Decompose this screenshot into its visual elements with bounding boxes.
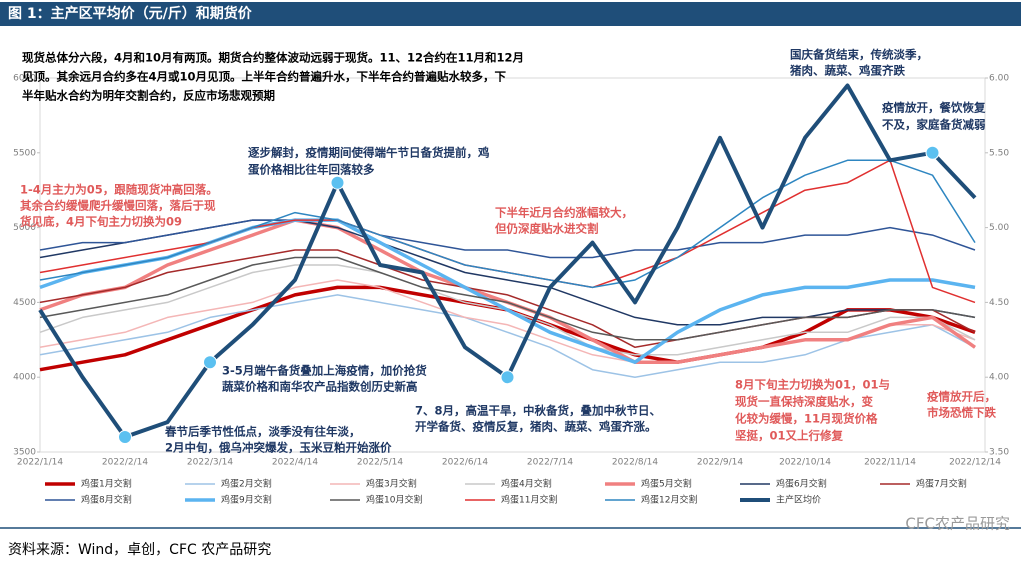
plot-frame bbox=[39, 77, 986, 453]
annotation: 见顶。其余远月合约多在4月或10月见顶。上半年合约普遍升水，下半年合约普遍贴水较… bbox=[22, 70, 507, 84]
annotation: 现货总体分六段，4月和10月有两顶。期货合约整体波动远弱于现货。11、12合约在… bbox=[22, 51, 524, 65]
highlight-dot bbox=[118, 430, 132, 445]
y-tick-label: 4500 bbox=[13, 298, 36, 308]
x-tick-label: 2022/9/14 bbox=[697, 458, 743, 468]
highlight-dot bbox=[330, 175, 345, 190]
legend-label: 鸡蛋7月交割 bbox=[916, 478, 967, 490]
annotation: 半年贴水合约为明年交割合约，反应市场悲观预期 bbox=[22, 89, 275, 103]
annotation: 货见底，4月下旬主力切换为09 bbox=[19, 215, 182, 229]
x-tick-label: 2022/10/14 bbox=[779, 458, 831, 468]
y-tick-label: 5500 bbox=[13, 148, 36, 158]
annotation: 3-5月端午备货叠加上海疫情，加价抢货 bbox=[222, 364, 427, 378]
y2-tick-label: 4.50 bbox=[989, 298, 1009, 308]
y2-tick-label: 6.00 bbox=[989, 74, 1009, 84]
annotation: 下半年近月合约涨幅较大， bbox=[495, 206, 633, 220]
x-tick-label: 2022/8/14 bbox=[612, 458, 658, 468]
title-bar bbox=[0, 2, 1021, 26]
annotation: 现货一直保持深度贴水，变 bbox=[735, 395, 873, 409]
watermark: CFC农产品研究 bbox=[905, 515, 1010, 533]
x-tick-label: 2022/3/14 bbox=[187, 458, 233, 468]
legend-label: 鸡蛋10月交割 bbox=[366, 494, 422, 506]
y-tick-label: 5000 bbox=[13, 223, 36, 233]
series-line bbox=[39, 256, 976, 341]
y2-tick-label: 3.50 bbox=[989, 448, 1009, 458]
legend-label: 鸡蛋12月交割 bbox=[641, 494, 697, 506]
annotation: 逐步解封，疫情期间使得端午节日备货提前，鸡 bbox=[248, 146, 490, 160]
legend-label: 鸡蛋8月交割 bbox=[81, 494, 132, 506]
chart-title: 图 1：主产区平均价（元/斤）和期货价 bbox=[8, 5, 253, 22]
y2-tick-label: 5.00 bbox=[989, 223, 1009, 233]
y-tick-label: 3500 bbox=[13, 448, 36, 458]
annotation: 猪肉、蔬菜、鸡蛋齐跌 bbox=[789, 64, 905, 78]
legend-label: 鸡蛋3月交割 bbox=[366, 478, 417, 490]
y-tick-label: 4000 bbox=[13, 373, 36, 383]
annotation: 疫情放开，餐饮恢复 bbox=[882, 101, 986, 115]
x-tick-label: 2022/2/14 bbox=[102, 458, 148, 468]
highlight-dot bbox=[925, 145, 940, 160]
series-line bbox=[39, 279, 976, 363]
annotation: 7、8月，高温干旱，中秋备货，叠加中秋节日、 bbox=[415, 404, 661, 418]
x-tick-label: 2022/11/14 bbox=[864, 458, 916, 468]
y2-tick-label: 5.50 bbox=[989, 148, 1009, 158]
annotation: 不及，家庭备货减弱 bbox=[882, 118, 986, 132]
annotation: 疫情放开后， bbox=[927, 390, 996, 404]
y2-tick-label: 4.00 bbox=[989, 373, 1009, 383]
annotation: 市场恐慌下跌 bbox=[927, 406, 996, 420]
annotation: 1-4月主力为05，跟随现货冲高回落。 bbox=[20, 183, 218, 197]
source: 资料来源：Wind，卓创，CFC 农产品研究 bbox=[8, 542, 271, 558]
annotation: 国庆备货结束，传统淡季， bbox=[790, 48, 928, 62]
highlight-dot bbox=[500, 370, 515, 385]
x-tick-label: 2022/5/14 bbox=[357, 458, 403, 468]
annotation: 春节后季节性低点，淡季没有往年淡， bbox=[165, 425, 361, 439]
x-tick-label: 2022/1/14 bbox=[17, 458, 63, 468]
x-tick-label: 2022/6/14 bbox=[442, 458, 488, 468]
annotation: 化较为缓慢，11月现货价格 bbox=[735, 412, 878, 426]
annotation: 蔬菜价格和南华农产品指数创历史新高 bbox=[222, 380, 418, 394]
annotation: 其余合约缓慢爬升缓慢回落，落后于现 bbox=[20, 199, 216, 213]
legend-label: 鸡蛋11月交割 bbox=[501, 494, 557, 506]
annotation: 8月下旬主力切换为01，01与 bbox=[735, 378, 890, 392]
legend-label: 鸡蛋1月交割 bbox=[81, 478, 132, 490]
x-tick-label: 2022/7/14 bbox=[527, 458, 573, 468]
legend-label: 鸡蛋6月交割 bbox=[776, 478, 827, 490]
annotation: 开学备货、疫情反复，猪肉、蔬菜、鸡蛋齐涨。 bbox=[415, 420, 657, 434]
x-tick-label: 2022/4/14 bbox=[272, 458, 318, 468]
legend-label: 鸡蛋4月交割 bbox=[501, 478, 552, 490]
annotation: 蛋价格相比往年回落较多 bbox=[248, 163, 375, 177]
legend-label: 主产区均价 bbox=[776, 494, 821, 506]
series-line bbox=[39, 159, 976, 289]
legend-label: 鸡蛋2月交割 bbox=[221, 478, 272, 490]
legend-label: 鸡蛋5月交割 bbox=[641, 478, 692, 490]
series-line bbox=[39, 219, 976, 259]
legend-label: 鸡蛋9月交割 bbox=[221, 494, 272, 506]
highlight-dot bbox=[203, 355, 217, 370]
series-line bbox=[39, 294, 976, 378]
annotation: 2月中旬，俄乌冲突爆发，玉米豆粕开始涨价 bbox=[165, 441, 392, 455]
x-tick-label: 2022/12/14 bbox=[949, 458, 1001, 468]
annotation: 坚挺，01又上行修复 bbox=[735, 429, 844, 443]
y-tick-label: 6000 bbox=[13, 74, 36, 84]
annotation: 但仍深度贴水进交割 bbox=[494, 222, 599, 236]
